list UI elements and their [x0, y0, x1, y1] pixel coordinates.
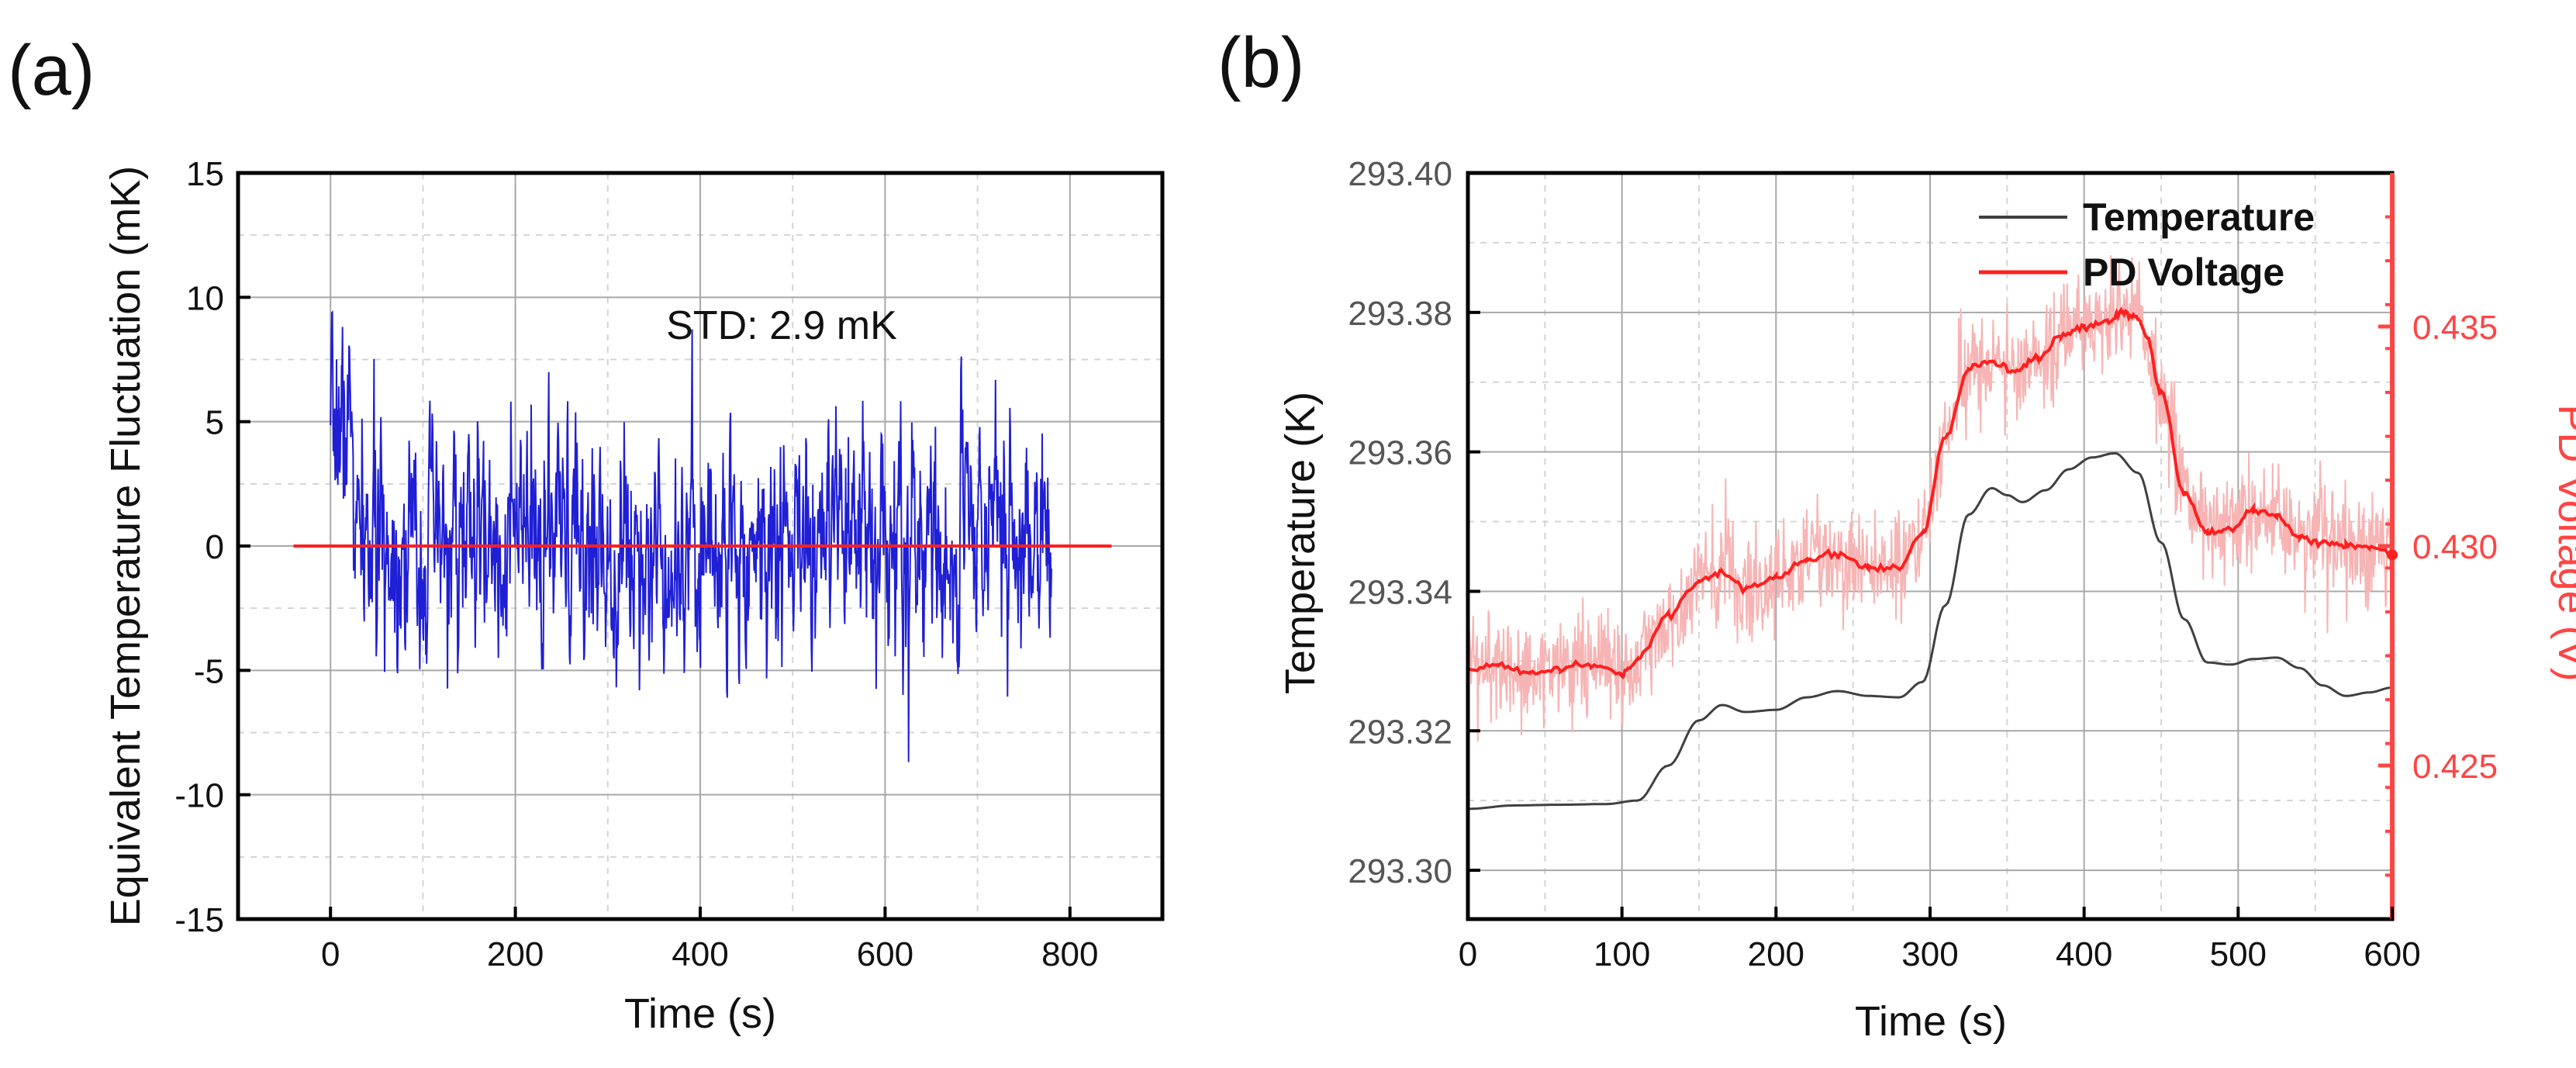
- chart-b-pd-end-marker: [2387, 549, 2398, 561]
- chart-a-ytick-label: 5: [205, 404, 224, 442]
- chart-b-xlabel: Time (s): [1855, 998, 2007, 1045]
- chart-b: 0 100 200 300 400 500 600 293.30 293.32 293.34 293…: [1277, 155, 2576, 1045]
- chart-b-ticks: 0 100 200 300 400 500 600 293.30 293.32 293.34 293…: [1348, 155, 2498, 973]
- chart-b-ytick-label: 293.40: [1348, 155, 1452, 193]
- chart-a-ylabel: Equivalent Temperature Fluctuation (mK): [102, 166, 149, 926]
- chart-b-ytick-label: 293.36: [1348, 434, 1452, 472]
- chart-a-ticks: 0 200 400 600 800 -15 -10 -5 0 5 10 15: [174, 155, 1098, 973]
- chart-b-ylabel-right: PD Voltage (V): [2550, 404, 2576, 681]
- chart-a-ytick-label: -15: [174, 901, 224, 939]
- chart-b-xtick-label: 400: [2056, 935, 2112, 973]
- chart-a-ytick-label: 10: [186, 279, 224, 317]
- chart-a-ytick-label: 0: [205, 528, 224, 566]
- chart-b-xtick-label: 500: [2210, 935, 2267, 973]
- chart-a-xtick-label: 800: [1041, 935, 1098, 973]
- legend-pd-voltage-label: PD Voltage: [2083, 251, 2284, 294]
- chart-b-ytick-label-right: 0.430: [2412, 528, 2498, 566]
- chart-b-ytick-label-right: 0.425: [2412, 748, 2498, 786]
- chart-b-series-pd-voltage: [1468, 306, 2392, 680]
- chart-b-xtick-label: 300: [1901, 935, 1958, 973]
- chart-b-ytick-label: 293.38: [1348, 295, 1452, 333]
- chart-a-ytick-label: -10: [174, 777, 224, 815]
- chart-a-ytick-label: 15: [186, 155, 224, 193]
- legend-temperature-label: Temperature: [2083, 195, 2315, 239]
- chart-b-plot-area: [1468, 255, 2392, 811]
- chart-b-series-temperature: [1468, 451, 2392, 811]
- chart-a-xtick-label: 600: [857, 935, 913, 973]
- chart-b-xtick-label: 200: [1748, 935, 1804, 973]
- panel-label-b: (b): [1217, 23, 1304, 102]
- chart-b-ytick-label: 293.30: [1348, 852, 1452, 890]
- chart-a-series-fluctuation: [330, 309, 1052, 762]
- chart-a-plot-area: [293, 309, 1112, 762]
- chart-a-ytick-label: -5: [194, 652, 224, 690]
- chart-b-ytick-label: 293.34: [1348, 573, 1452, 611]
- panel-label-a: (a): [8, 31, 95, 110]
- chart-b-ytick-label: 293.32: [1348, 713, 1452, 751]
- chart-a-annotation: STD: 2.9 mK: [666, 303, 897, 348]
- chart-b-ytick-label-right: 0.435: [2412, 309, 2498, 347]
- chart-b-ylabel: Temperature (K): [1277, 392, 1324, 694]
- chart-a-xtick-label: 400: [672, 935, 728, 973]
- chart-a-xtick-label: 0: [321, 935, 340, 973]
- chart-b-xtick-label: 600: [2364, 935, 2420, 973]
- chart-b-legend: Temperature PD Voltage: [1979, 195, 2315, 294]
- chart-a-xtick-label: 200: [487, 935, 544, 973]
- chart-a-xlabel: Time (s): [624, 990, 776, 1037]
- chart-b-xtick-label: 100: [1594, 935, 1650, 973]
- chart-b-xtick-label: 0: [1459, 935, 1477, 973]
